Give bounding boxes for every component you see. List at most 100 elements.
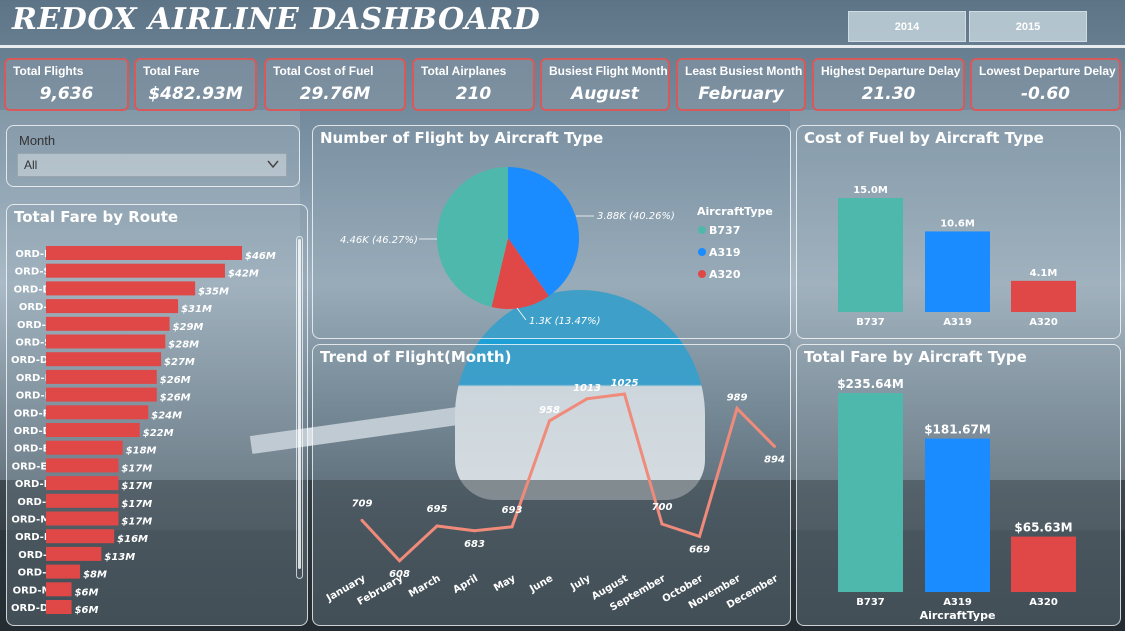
month-tick-label: May xyxy=(492,573,518,594)
route-value-label: $29M xyxy=(173,322,204,333)
route-label: ORD-IAH xyxy=(17,497,66,508)
pie-legend-title: AircraftType xyxy=(697,205,773,218)
kpi-label: Total Airplanes xyxy=(421,64,507,78)
kpi-label: Lowest Departure Delay xyxy=(979,64,1116,78)
pie-label-a319: 3.88K (40.26%) xyxy=(597,211,675,222)
category-label: A320 xyxy=(1029,317,1058,328)
route-bar xyxy=(46,369,157,384)
route-label: ORD-DEN xyxy=(14,284,66,295)
route-value-label: $18M xyxy=(126,446,157,457)
kpi-least-busiest-month: Least Busiest Month February xyxy=(676,58,806,111)
bar-a319 xyxy=(925,231,990,312)
route-label: ORD-DCA xyxy=(14,426,66,437)
bar-b737 xyxy=(838,198,903,312)
trend-value-label: 1013 xyxy=(573,383,601,394)
route-value-label: $24M xyxy=(151,410,182,421)
panel-title: Cost of Fuel by Aircraft Type xyxy=(804,129,1044,147)
kpi-value: February xyxy=(698,84,784,104)
trend-point xyxy=(360,518,364,522)
bar-a320 xyxy=(1011,280,1076,312)
kpi-label: Total Cost of Fuel xyxy=(273,64,374,78)
trend-value-label: 608 xyxy=(389,569,410,580)
scrollbar-thumb[interactable] xyxy=(298,239,301,569)
bar-value-label: $235.64M xyxy=(837,377,904,391)
pie-leader-line xyxy=(516,307,527,321)
route-label: ORD-JFK xyxy=(19,302,67,313)
month-tick-label: June xyxy=(527,573,555,596)
pie-label-b737: 4.46K (46.27%) xyxy=(340,235,418,246)
month-tick-label: July xyxy=(568,573,593,594)
title-bar: REDOX AIRLINE DASHBOARD 2014 2015 xyxy=(0,0,1125,52)
category-label: B737 xyxy=(856,317,885,328)
route-bar xyxy=(46,334,166,349)
trend-point xyxy=(735,406,739,410)
route-bar xyxy=(46,493,119,508)
trend-value-label: 709 xyxy=(352,498,373,509)
route-label: ORD-LAS xyxy=(16,373,66,384)
bar-value-label: 15.0M xyxy=(853,185,888,196)
bar-b737 xyxy=(838,393,903,592)
x-axis-title: AircraftType xyxy=(920,609,996,622)
trend-value-label: 989 xyxy=(727,392,748,403)
kpi-total-cost-of-fuel: Total Cost of Fuel 29.76M xyxy=(264,58,406,111)
route-label: ORD-LAX xyxy=(15,249,66,260)
route-bar xyxy=(46,263,225,278)
background-airplane xyxy=(455,290,705,500)
trend-point xyxy=(623,392,626,396)
trend-point xyxy=(548,419,551,423)
route-label: ORD-DFW xyxy=(11,355,66,366)
month-tick-label: April xyxy=(451,573,480,596)
route-bar xyxy=(46,476,119,491)
route-value-label: $26M xyxy=(160,375,191,386)
legend-marker-b737 xyxy=(698,226,706,234)
year-button-2014[interactable]: 2014 xyxy=(848,11,966,42)
route-value-label: $17M xyxy=(121,517,152,528)
month-dropdown[interactable]: All xyxy=(17,153,287,177)
fare-by-aircraft-bar-chart: $235.64M B737 $181.67M A319 $65.63M A320 Aircr… xyxy=(837,377,1076,622)
panel-title: Total Fare by Aircraft Type xyxy=(804,348,1027,366)
chevron-down-icon[interactable] xyxy=(266,157,280,171)
month-slicer: Month All xyxy=(6,125,300,187)
route-label: ORD-MSP xyxy=(13,585,66,596)
legend-marker-a320 xyxy=(698,270,706,278)
trend-point xyxy=(773,444,776,448)
route-value-label: $16M xyxy=(117,534,148,545)
route-bar xyxy=(46,564,81,579)
trend-value-label: 669 xyxy=(689,544,710,555)
route-list-scrollbar[interactable] xyxy=(296,236,303,579)
route-bar xyxy=(46,299,179,314)
panel-title: Total Fare by Route xyxy=(14,208,179,226)
route-label: ORD-CLT xyxy=(18,550,66,561)
trend-point xyxy=(473,529,476,533)
route-value-label: $17M xyxy=(121,481,152,492)
kpi-value: -0.60 xyxy=(1021,84,1070,104)
panel-title: Trend of Flight(Month) xyxy=(320,348,512,366)
month-slicer-label: Month xyxy=(19,133,56,148)
trend-value-label: 1025 xyxy=(611,378,639,389)
kpi-value: 210 xyxy=(455,84,492,104)
route-value-label: $46M xyxy=(245,251,276,262)
pie-slice-a319 xyxy=(508,167,579,297)
route-label: ORD-PHX xyxy=(14,408,67,419)
route-label: ORD-SFO xyxy=(15,267,66,278)
route-label: ORD-BOS xyxy=(14,444,66,455)
category-label: B737 xyxy=(856,597,885,608)
bar-value-label: $65.63M xyxy=(1014,521,1072,535)
month-dropdown-value: All xyxy=(24,158,38,172)
trend-point xyxy=(435,524,439,528)
trend-value-label: 958 xyxy=(539,405,560,416)
kpi-total-flights: Total Flights 9,636 xyxy=(4,58,129,111)
route-bar xyxy=(46,529,115,544)
kpi-lowest-departure-delay: Lowest Departure Delay -0.60 xyxy=(970,58,1121,111)
category-label: A320 xyxy=(1029,597,1058,608)
trend-point xyxy=(660,522,664,526)
bar-value-label: 10.6M xyxy=(940,218,975,229)
route-label: ORD-EWR xyxy=(12,461,67,472)
trend-value-label: 693 xyxy=(502,505,523,516)
year-button-2015[interactable]: 2015 xyxy=(969,11,1087,42)
trend-point xyxy=(398,559,401,563)
trend-value-label: 683 xyxy=(464,539,485,550)
kpi-value: 9,636 xyxy=(39,84,94,104)
route-label: ORD-DTW xyxy=(11,603,66,614)
route-value-label: $28M xyxy=(168,340,199,351)
